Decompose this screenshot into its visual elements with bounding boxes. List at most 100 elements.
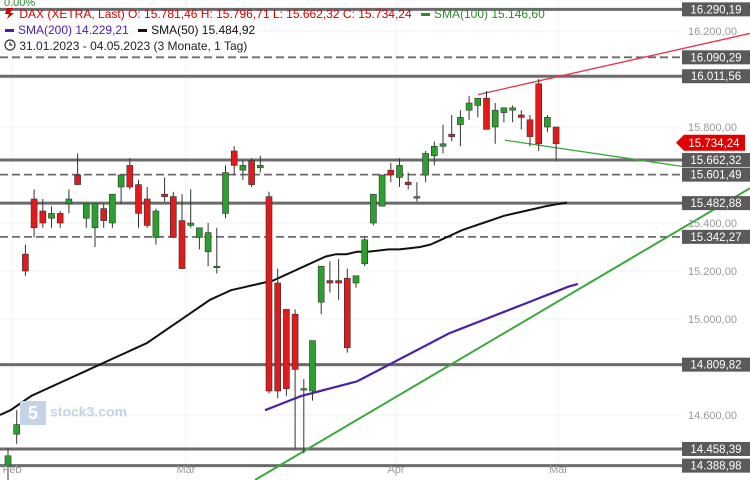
candle-body — [230, 150, 238, 166]
y-tick-label: 16.200,00 — [688, 26, 737, 38]
candle-body — [309, 340, 316, 392]
sma100-value: 15.146,60 — [491, 7, 545, 21]
long-trendline — [254, 187, 750, 480]
candle-body — [370, 193, 377, 224]
candle-body — [326, 280, 334, 284]
chart-legend: 0,00% DAX (XETRA, Last) O: 15.781,46 H: … — [4, 0, 545, 54]
level-tag-label: 14.809,82 — [690, 360, 741, 372]
level-tag — [682, 196, 750, 211]
candle-body — [491, 109, 499, 128]
sma200-swatch — [5, 29, 14, 33]
candle-body — [535, 83, 543, 145]
watermark-text: stock3.com — [50, 403, 128, 420]
sma100-label: SMA(100) — [433, 7, 489, 21]
level-tag-label: 16.090,29 — [690, 52, 741, 64]
sma50-value: 15.484,92 — [201, 23, 256, 37]
level-tag-label: 15.342,27 — [690, 232, 741, 244]
candle-body — [352, 275, 360, 284]
candle-body — [222, 172, 229, 214]
candle-body — [74, 174, 81, 185]
x-tick-label: Mär — [177, 464, 196, 476]
level-tag — [682, 153, 750, 168]
candle-body — [404, 181, 412, 185]
candle-body — [239, 165, 247, 171]
candle-body — [526, 119, 534, 137]
sma50-line — [0, 201, 568, 416]
candle-body — [274, 282, 282, 392]
sma50-swatch — [138, 29, 148, 33]
candle-body — [509, 107, 516, 111]
candle-body — [256, 165, 264, 169]
level-tag-label: 14.388,98 — [690, 461, 741, 473]
level-tag — [682, 167, 750, 182]
candle-body — [83, 203, 90, 219]
low-value: L: 15.662,32 — [272, 7, 340, 21]
level-tag-label: 15.482,88 — [690, 198, 741, 210]
candle-body — [170, 196, 177, 238]
interval: (3 Monate, 1 Tag) — [153, 39, 248, 53]
watermark: 5 stock3.com — [20, 401, 127, 425]
candle-body — [161, 193, 168, 197]
candle-body — [413, 196, 421, 199]
candle-body — [91, 203, 99, 229]
instrument-title: DAX (XETRA, Last) — [19, 7, 125, 21]
level-tag-label: 14.458,39 — [690, 444, 741, 456]
x-tick-label: Feb — [3, 464, 22, 476]
candle-body — [143, 198, 151, 226]
y-tick-label: 15.800,00 — [688, 122, 737, 134]
y-tick-label: 15.200,00 — [688, 266, 737, 278]
candle-body — [135, 184, 142, 214]
candle-body — [448, 133, 456, 137]
candle-body — [500, 107, 508, 113]
candle-body — [396, 165, 403, 178]
candle-body — [283, 309, 290, 389]
level-tag-label: 15.601,49 — [690, 170, 741, 182]
level-tag — [682, 357, 750, 372]
candle-body — [39, 210, 47, 224]
open-value: O: 15.781,46 — [128, 7, 198, 21]
candle-body — [196, 227, 203, 238]
level-tag — [682, 2, 750, 17]
sma100-swatch — [420, 13, 430, 17]
level-tag-label: 16.011,56 — [691, 71, 741, 83]
candle-body — [109, 193, 116, 224]
candle-body — [552, 126, 560, 145]
candle-body — [152, 210, 160, 238]
candle-body — [187, 222, 194, 226]
candle-body — [100, 208, 107, 221]
resistance-trendline — [477, 32, 750, 96]
sma200-label: SMA(200) — [18, 23, 73, 37]
level-tag — [682, 69, 750, 84]
candle-body — [291, 313, 299, 370]
candle-body — [387, 169, 395, 176]
candle-body — [474, 97, 482, 106]
candle-body — [248, 160, 255, 185]
close-value: C: 15.734,24 — [342, 7, 412, 21]
candle-body — [126, 165, 134, 188]
candle-body — [483, 97, 490, 130]
sma200-value: 14.229,21 — [75, 23, 129, 37]
candle-body — [56, 213, 64, 224]
candle-body — [48, 213, 55, 219]
candle-body — [117, 174, 125, 188]
x-tick-label: Apr — [387, 464, 404, 476]
y-tick-label: 14.600,00 — [688, 410, 737, 422]
sma200-line — [264, 282, 579, 412]
sma50-label: SMA(50) — [151, 23, 199, 37]
percent-change: 0,00% — [4, 0, 36, 6]
candle-body — [317, 265, 325, 303]
current-price-label: 15.734,24 — [688, 138, 740, 150]
candle-body — [335, 280, 342, 284]
candle-body — [4, 455, 12, 466]
level-tag-label: 15.662,32 — [690, 155, 741, 167]
y-tick-label: 15.400,00 — [688, 218, 737, 230]
candle-body — [430, 145, 438, 157]
candle-body — [544, 117, 551, 128]
level-tag — [682, 458, 750, 473]
candle-body — [204, 232, 212, 253]
candle-body — [265, 196, 273, 392]
candle-body — [439, 143, 447, 147]
candle-body — [422, 153, 429, 176]
level-tag — [682, 229, 750, 244]
